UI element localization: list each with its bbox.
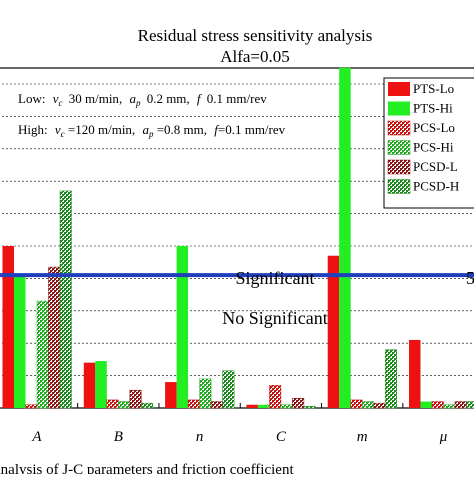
- bar-pcs-hi-1: [118, 402, 130, 408]
- bar-pcsd-l-0: [49, 267, 61, 408]
- bar-pcs-hi-5: [444, 405, 456, 408]
- bar-pcsd-h-5: [467, 402, 474, 408]
- bar-pts-hi-4: [339, 68, 351, 408]
- bar-pts-lo-4: [328, 256, 340, 408]
- bar-pcs-lo-2: [188, 400, 200, 408]
- bar-pts-lo-0: [3, 246, 15, 408]
- x-tick-label: C: [276, 429, 287, 445]
- bar-pts-lo-1: [84, 363, 96, 408]
- legend-swatch: [388, 160, 410, 174]
- legend: PTS-Lo PTS-Hi PCS-Lo PCS-Hi PCSD-L PCSD-H: [384, 78, 474, 208]
- bar-pcs-hi-4: [362, 402, 374, 408]
- x-tick-label: B: [114, 429, 123, 445]
- x-tick-label: n: [196, 429, 204, 445]
- conditions-annotation: Low: vc 30 m/min, ap 0.2 mm, f 0.1 mm/re…: [18, 91, 286, 140]
- x-tick-label: μ: [439, 429, 448, 445]
- bar-pcsd-h-1: [141, 403, 153, 408]
- legend-label: PTS-Hi: [413, 101, 453, 116]
- bar-pcs-lo-1: [107, 400, 119, 408]
- bar-pcsd-l-3: [292, 398, 304, 408]
- legend-label: PCS-Lo: [413, 120, 455, 135]
- bar-pcsd-h-2: [223, 371, 235, 408]
- bar-pts-hi-5: [421, 402, 433, 408]
- bar-pcs-lo-0: [26, 405, 38, 408]
- legend-label: PCSD-L: [413, 159, 458, 174]
- chart-subtitle: Alfa=0.05: [220, 47, 290, 66]
- bar-pcsd-l-2: [211, 402, 223, 408]
- bar-pcs-lo-3: [269, 385, 281, 408]
- x-tick-label: m: [357, 429, 368, 445]
- legend-swatch: [388, 102, 410, 116]
- bar-pts-lo-5: [409, 340, 421, 408]
- legend-label: PTS-Lo: [413, 81, 454, 96]
- legend-swatch: [388, 180, 410, 194]
- legend-label: PCSD-H: [413, 179, 459, 194]
- bar-pcs-hi-3: [281, 405, 293, 408]
- legend-label: PCS-Hi: [413, 140, 454, 155]
- bar-pcsd-l-4: [374, 403, 386, 408]
- no-significant-label: No Significant: [222, 308, 328, 328]
- legend-swatch: [388, 141, 410, 155]
- low-condition-line: Low: vc 30 m/min, ap 0.2 mm, f 0.1 mm/re…: [18, 91, 267, 109]
- high-condition-line: High: vc =120 m/min, ap =0.8 mm, f=0.1 m…: [18, 122, 286, 140]
- bar-pcsd-h-3: [304, 406, 316, 408]
- bar-pts-lo-2: [165, 382, 177, 408]
- chart-title: Residual stress sensitivity analysis: [138, 26, 373, 45]
- legend-swatch: [388, 82, 410, 96]
- bar-pcsd-h-0: [60, 191, 72, 408]
- bar-pcs-lo-4: [351, 400, 363, 408]
- bar-pcsd-l-5: [455, 402, 467, 408]
- x-tick-label: A: [31, 429, 42, 445]
- threshold-value-label: 5: [466, 268, 474, 288]
- bar-pts-hi-3: [258, 405, 270, 408]
- legend-swatch: [388, 121, 410, 135]
- bar-pcsd-l-1: [130, 390, 142, 408]
- bar-pcsd-h-4: [385, 350, 397, 408]
- bar-pts-lo-3: [246, 405, 258, 408]
- caption-fragment: analysis of J-C parameters and friction …: [0, 462, 294, 474]
- bar-pcs-lo-5: [432, 402, 444, 408]
- bar-pts-hi-2: [177, 246, 189, 408]
- bar-pts-hi-1: [95, 361, 107, 408]
- significant-label: Significant: [236, 268, 315, 288]
- bar-pcs-hi-2: [200, 379, 212, 408]
- bar-pts-hi-0: [14, 275, 26, 408]
- bar-pcs-hi-0: [37, 301, 49, 408]
